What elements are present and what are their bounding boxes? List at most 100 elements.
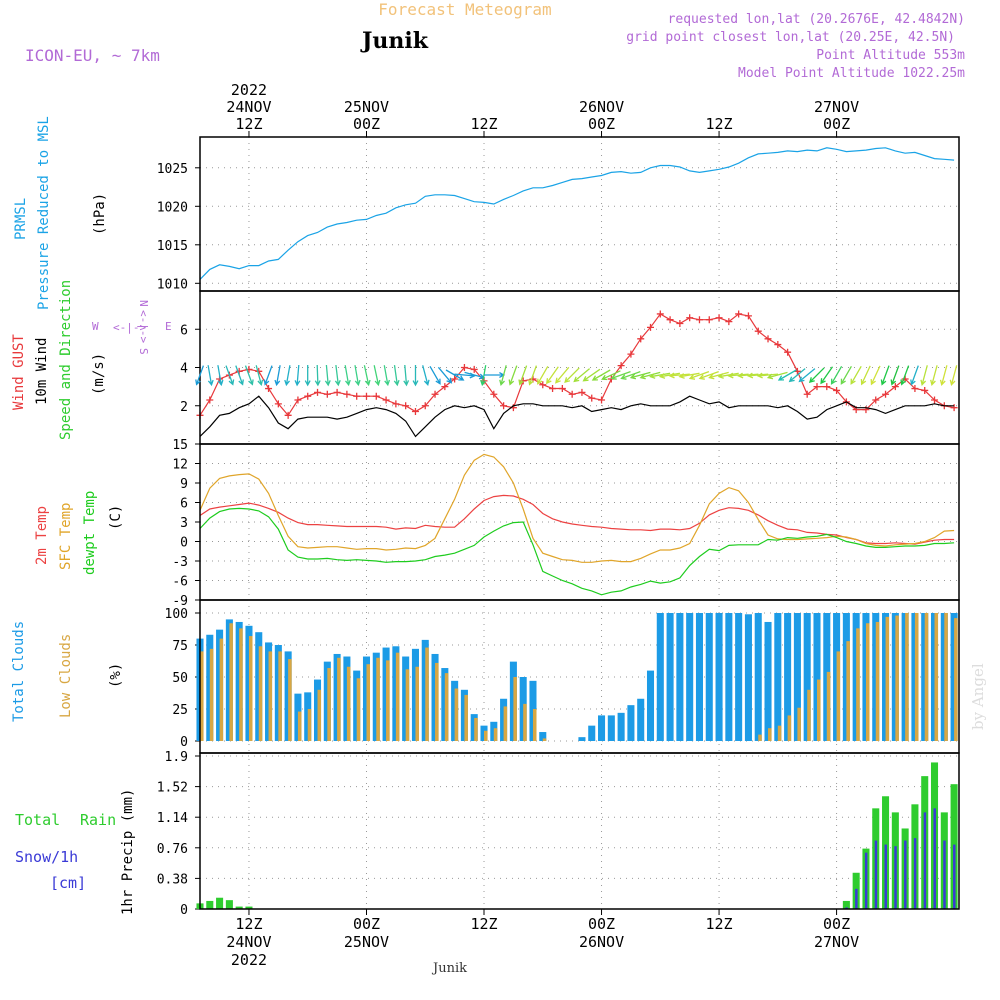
gust-marker xyxy=(931,396,939,404)
panel-frame xyxy=(199,443,960,601)
bar-total-clouds xyxy=(421,639,429,741)
ytick-label: 1.9 xyxy=(165,750,188,765)
precip-legend-item: [cm] xyxy=(50,874,86,892)
gust-label: Wind GUST xyxy=(11,334,27,410)
wind-arrow xyxy=(403,364,410,387)
wind-arrow xyxy=(274,365,281,387)
bar-total-clouds xyxy=(362,656,371,741)
precip-legend-item: Snow/1h xyxy=(15,848,78,866)
wind-arrow xyxy=(620,370,641,380)
svg-text:E: E xyxy=(165,320,172,333)
gust-marker xyxy=(764,335,772,343)
gust-marker xyxy=(735,310,743,318)
wind-arrow xyxy=(717,372,739,379)
wind-arrow xyxy=(263,365,273,386)
ytick-label: 4 xyxy=(180,362,188,377)
bar-snow xyxy=(894,846,897,909)
ytick-label: -6 xyxy=(172,575,188,590)
ytick-label: 2 xyxy=(180,400,188,415)
gust-marker xyxy=(333,388,341,396)
ytick-label: -3 xyxy=(172,555,188,570)
time-label-bottom: 12Z xyxy=(706,915,733,933)
bar-low-clouds xyxy=(954,618,958,741)
ytick-label: 0.38 xyxy=(157,872,188,887)
bar-total-clouds xyxy=(617,712,625,741)
gust-marker xyxy=(754,327,762,335)
bar-low-clouds xyxy=(444,673,449,741)
bar-total-clouds xyxy=(656,613,664,741)
bar-low-clouds xyxy=(268,651,273,741)
panels: 1010 1015 1020 1025 (hPa) 2 4 6 -9 -6 -3 0 3 6 9 12 15 0 2… xyxy=(92,136,960,918)
gust-marker xyxy=(314,388,322,396)
gust-marker xyxy=(441,383,449,391)
ytick-label: 1020 xyxy=(157,200,188,215)
gust-marker xyxy=(304,392,312,400)
gust-marker xyxy=(676,320,684,328)
time-label-top: 00Z xyxy=(588,115,615,133)
gust-marker xyxy=(950,404,958,412)
time-label-bottom: 00Z xyxy=(588,915,615,933)
bar-total-clouds xyxy=(735,613,743,741)
panel-frame xyxy=(199,752,960,910)
gust-marker xyxy=(490,390,498,398)
wind-arrow xyxy=(383,365,391,387)
wind-arrow xyxy=(344,365,351,387)
gust-marker xyxy=(774,341,782,349)
bar-total-clouds xyxy=(813,613,821,741)
bar-low-clouds xyxy=(836,651,841,741)
wind-arrow xyxy=(910,365,919,386)
bar-total-clouds xyxy=(842,613,850,741)
bar-low-clouds xyxy=(493,728,498,741)
wind-arrow xyxy=(708,371,729,380)
gust-marker xyxy=(500,402,508,410)
bar-low-clouds xyxy=(425,647,429,741)
wind-arrow xyxy=(939,365,948,387)
bar-low-clouds xyxy=(875,621,880,741)
chart-title: Forecast Meteogram xyxy=(378,0,551,19)
bar-total-clouds xyxy=(500,698,508,741)
bar-low-clouds xyxy=(797,707,801,741)
gust-marker xyxy=(725,318,733,326)
wind-arrow xyxy=(483,372,506,378)
svg-text:S: S xyxy=(137,348,150,355)
wind-arrow xyxy=(564,367,580,384)
wind-arrow xyxy=(746,372,769,379)
time-label-top: 12Z xyxy=(235,115,262,133)
bar-total-clouds xyxy=(666,613,674,741)
pct-label: (%) xyxy=(108,663,124,688)
wind-arrow xyxy=(678,372,700,379)
bar-low-clouds xyxy=(934,613,939,741)
grid-coords: grid point closest lon,lat (20.25E, 42.5… xyxy=(626,30,955,45)
gust-marker xyxy=(323,390,331,398)
gust-marker xyxy=(921,386,929,394)
gust-marker xyxy=(578,388,586,396)
wind-arrow xyxy=(537,365,549,385)
gust-marker xyxy=(598,396,606,404)
wind-arrow xyxy=(830,365,843,385)
bar-low-clouds xyxy=(435,662,439,741)
ms-label: (m/s) xyxy=(91,353,107,395)
gust-marker xyxy=(421,402,429,410)
wind-arrow xyxy=(798,368,816,383)
precip-legend-item: Rain xyxy=(80,811,116,829)
ytick-label: 6 xyxy=(180,323,188,338)
bar-low-clouds xyxy=(816,679,821,741)
wind-arrow xyxy=(422,365,430,387)
time-label-bottom: 2022 xyxy=(231,951,267,969)
ytick-label: 1.52 xyxy=(157,781,188,796)
gust-marker xyxy=(549,385,557,393)
wind-arrow xyxy=(528,365,538,386)
bar-low-clouds xyxy=(297,711,302,741)
wind-arrow xyxy=(499,365,507,387)
wind-arrow xyxy=(314,364,321,387)
bar-low-clouds xyxy=(924,613,929,741)
wind-arrow xyxy=(255,365,264,387)
bar-low-clouds xyxy=(366,664,371,741)
time-label-top: 2022 xyxy=(231,81,267,99)
total-clouds-label: Total Clouds xyxy=(11,621,27,722)
bar-low-clouds xyxy=(327,668,331,741)
bar-low-clouds xyxy=(219,638,224,741)
wind-arrow xyxy=(393,365,400,387)
ytick-label: 15 xyxy=(172,438,188,453)
